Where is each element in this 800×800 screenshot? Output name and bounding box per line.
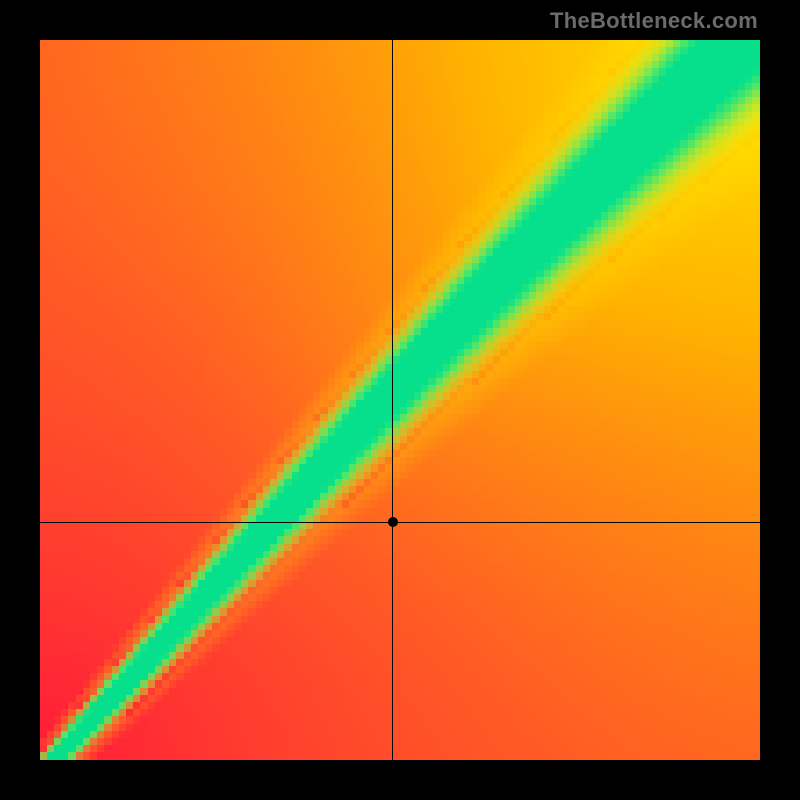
crosshair-vertical	[392, 40, 393, 760]
crosshair-horizontal	[40, 522, 760, 523]
watermark-text: TheBottleneck.com	[550, 8, 758, 34]
chart-stage: TheBottleneck.com	[0, 0, 800, 800]
bottleneck-heatmap	[40, 40, 760, 760]
